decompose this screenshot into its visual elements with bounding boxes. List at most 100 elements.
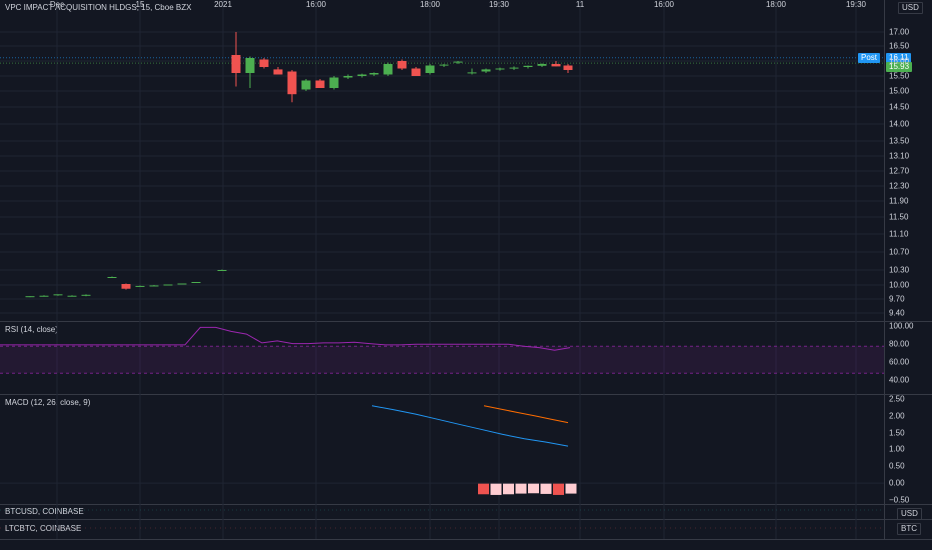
candle-up [107, 277, 117, 278]
candle-up [383, 64, 393, 75]
price-tick-label: 10.70 [889, 247, 910, 257]
rsi-line [0, 326, 571, 351]
rsi-tick-label: 60.00 [889, 357, 910, 367]
price-tick-label: 16.00 [889, 56, 910, 66]
price-tick-label: 17.00 [889, 27, 910, 37]
post-price-tag: 16.11 [886, 53, 912, 63]
candle-up [177, 283, 187, 285]
macd-histogram-bar [515, 483, 527, 494]
price-tick-label: 11.90 [889, 196, 909, 206]
price-tick-label: 14.50 [889, 102, 910, 112]
candle-down [287, 71, 297, 95]
symbol-title: VPC IMPACT ACQUISITION HLDGS, 15, Cboe B… [5, 3, 192, 12]
candle-up [53, 294, 63, 296]
rsi-band [0, 346, 884, 374]
candle-up [301, 80, 311, 90]
ltcbtc-pane[interactable]: LTCBTC, COINBASE [0, 520, 884, 540]
candle-down [231, 55, 241, 73]
price-tick-label: 16.50 [889, 41, 910, 51]
rsi-tick-label: 80.00 [889, 339, 910, 349]
price-tick-label: 11.50 [889, 212, 909, 222]
macd-histogram-bar [528, 483, 539, 494]
price-tick-label: 15.50 [889, 71, 910, 81]
macd-tick-label: −0.50 [889, 495, 910, 505]
candle-up [67, 295, 77, 297]
candle-up [245, 58, 255, 73]
candle-up [453, 61, 463, 63]
candle-up [191, 282, 201, 283]
currency-badge[interactable]: USD [898, 2, 923, 14]
btcusd-title: BTCUSD, COINBASE [5, 507, 84, 516]
price-tick-label: 15.00 [889, 86, 910, 96]
price-tick-label: 10.00 [889, 280, 910, 290]
candle-up [149, 285, 159, 287]
candle-up [39, 295, 49, 297]
macd-histogram-bar [478, 483, 489, 495]
price-tick-label: 11.10 [889, 229, 909, 239]
price-tick-label: 10.30 [889, 265, 910, 275]
price-tick-label: 13.50 [889, 136, 910, 146]
last-price-tag: 15.93 [886, 62, 913, 72]
candle-up [329, 77, 339, 88]
candle-down [411, 68, 421, 76]
candle-down [315, 80, 325, 88]
macd-tick-label: 0.50 [889, 461, 905, 471]
candle-up [425, 65, 435, 73]
x-tick-label: Dec [49, 0, 65, 9]
pane-divider[interactable] [0, 394, 932, 395]
rsi-pane[interactable]: RSI (14, close) [0, 322, 884, 394]
x-tick-label: 19:30 [845, 0, 867, 9]
macd-histogram-bar [503, 483, 514, 495]
rsi-tick-label: 100.00 [889, 321, 914, 331]
candle-up [343, 76, 353, 78]
ltc-currency-badge[interactable]: BTC [897, 523, 921, 535]
price-pane[interactable]: VPC IMPACT ACQUISITION HLDGS, 15, Cboe B… [0, 0, 884, 320]
pane-divider[interactable] [0, 519, 932, 520]
price-tick-label: 9.70 [889, 294, 905, 304]
price-axis[interactable] [884, 0, 932, 540]
x-tick-label: 15 [135, 0, 145, 9]
rsi-tick-label: 40.00 [889, 375, 910, 385]
macd-title: MACD (12, 26, close, 9) [5, 398, 91, 407]
x-tick-label: 19:30 [488, 0, 510, 9]
price-tick-label: 13.10 [889, 151, 910, 161]
candle-up [495, 68, 505, 70]
post-label: Post [858, 53, 881, 63]
candle-down [121, 284, 131, 289]
time-axis-divider [0, 539, 932, 540]
candle-up [357, 74, 367, 76]
pane-divider[interactable] [0, 504, 932, 505]
candle-down [551, 64, 561, 67]
macd-tick-label: 0.00 [889, 478, 905, 488]
x-tick-label: 18:00 [419, 0, 441, 9]
btcusd-pane[interactable]: BTCUSD, COINBASE [0, 505, 884, 519]
signal-line [483, 405, 569, 424]
macd-pane[interactable]: MACD (12, 26, close, 9) [0, 395, 884, 505]
candle-down [397, 61, 407, 69]
x-tick-label: 18:00 [765, 0, 787, 9]
candle-up [135, 285, 145, 287]
price-tick-label: 12.70 [889, 166, 910, 176]
candle-up [369, 73, 379, 75]
candle-up [25, 296, 35, 298]
price-tick-label: 9.40 [889, 308, 905, 318]
macd-histogram-bar [490, 483, 502, 495]
x-tick-label: 16:00 [305, 0, 327, 9]
macd-line [371, 405, 569, 447]
x-tick-label: 11 [575, 0, 585, 9]
candle-down [273, 69, 283, 75]
macd-histogram-bar [540, 483, 552, 494]
btc-currency-badge[interactable]: USD [897, 508, 922, 520]
candle-up [81, 294, 91, 296]
x-tick-label: 2021 [214, 0, 232, 9]
macd-tick-label: 1.50 [889, 428, 905, 438]
macd-tick-label: 2.00 [889, 411, 905, 421]
price-tick-label: 12.30 [889, 181, 910, 191]
candle-up [537, 64, 547, 66]
macd-tick-label: 2.50 [889, 394, 905, 404]
candle-up [439, 64, 449, 66]
macd-histogram-bar [553, 483, 564, 495]
price-tick-label: 14.00 [889, 119, 910, 129]
pane-divider[interactable] [0, 321, 932, 322]
